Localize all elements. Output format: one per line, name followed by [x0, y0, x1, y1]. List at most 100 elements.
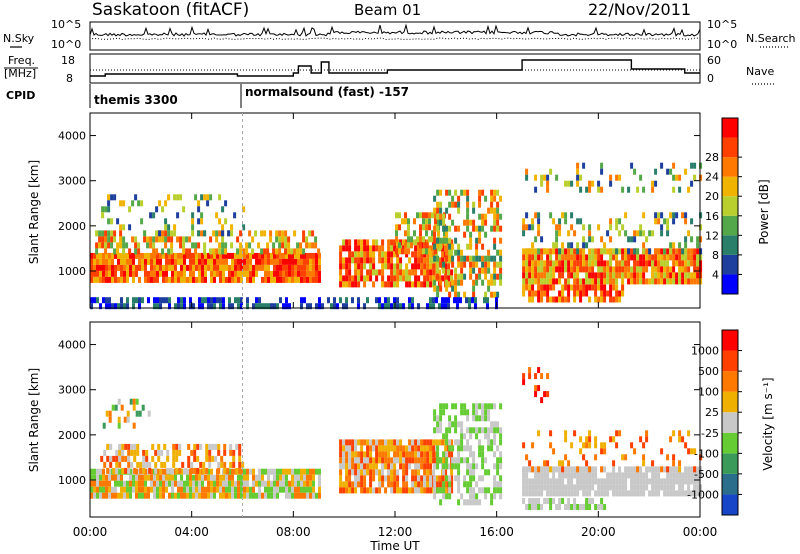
heatmap-cell: [487, 207, 491, 214]
heatmap-cell: [549, 212, 553, 219]
heatmap-cell: [138, 303, 141, 310]
heatmap-cell: [663, 466, 667, 473]
heatmap-cell: [229, 443, 233, 450]
heatmap-cell: [657, 218, 661, 225]
heatmap-cell: [157, 455, 161, 462]
heatmap-cell: [615, 218, 619, 225]
heatmap-cell: [279, 276, 282, 283]
heatmap-cell: [159, 303, 162, 310]
heatmap-cell: [237, 297, 240, 304]
heatmap-cell: [159, 486, 162, 493]
heatmap-cell: [687, 478, 691, 485]
heatmap-cell: [630, 484, 634, 491]
heatmap-cell: [191, 224, 195, 231]
heatmap-cell: [681, 490, 685, 497]
heatmap-cell: [161, 248, 165, 255]
heatmap-cell: [546, 373, 550, 380]
heatmap-cell: [690, 254, 694, 261]
heatmap-cell: [294, 480, 297, 487]
heatmap-cell: [525, 212, 529, 219]
heatmap-cell: [468, 297, 471, 304]
heatmap-cell: [411, 469, 415, 476]
heatmap-cell: [90, 258, 93, 265]
heatmap-cell: [582, 504, 586, 510]
heatmap-cell: [390, 251, 394, 258]
heatmap-cell: [174, 258, 177, 265]
heatmap-cell: [169, 467, 173, 474]
heatmap-cell: [216, 474, 219, 481]
heatmap-cell: [585, 254, 589, 261]
heatmap-cell: [663, 272, 667, 279]
heatmap-cell: [463, 457, 467, 464]
heatmap-cell: [546, 391, 550, 398]
heatmap-cell: [270, 276, 273, 283]
heatmap-cell: [417, 251, 421, 258]
heatmap-cell: [402, 481, 406, 488]
heatmap-cell: [140, 200, 144, 207]
heatmap-cell: [588, 498, 592, 504]
heatmap-cell: [573, 430, 577, 437]
heatmap-cell: [260, 230, 264, 237]
heatmap-cell: [159, 468, 162, 475]
heatmap-cell: [90, 276, 93, 283]
heatmap-cell: [425, 224, 428, 231]
heatmap-cell: [134, 194, 138, 201]
heatmap-cell: [627, 266, 631, 273]
heatmap-cell: [309, 480, 312, 487]
heatmap-cell: [90, 252, 93, 259]
heatmap-cell: [431, 230, 434, 237]
heatmap-cell: [466, 427, 470, 434]
heatmap-cell: [432, 439, 436, 446]
heatmap-cell: [540, 180, 544, 187]
heatmap-cell: [263, 248, 267, 255]
nsky-line: [89, 23, 701, 49]
heatmap-cell: [213, 258, 216, 265]
heatmap-cell: [282, 270, 285, 277]
heatmap-cell: [579, 174, 583, 181]
heatmap-cell: [594, 442, 598, 449]
heatmap-cell: [351, 481, 355, 488]
heatmap-cell: [432, 451, 436, 458]
heatmap-cell: [198, 276, 201, 283]
heatmap-cell: [114, 486, 117, 493]
heatmap-cell: [561, 242, 565, 249]
heatmap-cell: [148, 467, 152, 474]
heatmap-cell: [618, 266, 622, 273]
heatmap-cell: [263, 230, 267, 237]
heatmap-cell: [168, 303, 171, 310]
heatmap-cell: [436, 261, 440, 268]
heatmap-cell: [224, 200, 228, 207]
heatmap-cell: [466, 195, 470, 202]
heatmap-cell: [672, 472, 676, 479]
heatmap-cell: [621, 260, 625, 267]
heatmap-cell: [469, 487, 473, 494]
heatmap-cell: [221, 236, 225, 243]
heatmap-cell: [537, 472, 541, 479]
heatmap-cell: [490, 493, 494, 500]
heatmap-cell: [693, 260, 697, 267]
heatmap-cell: [404, 218, 407, 225]
heatmap-cell: [405, 269, 409, 276]
heatmap-cell: [105, 276, 108, 283]
heatmap-cell: [396, 269, 400, 276]
heatmap-cell: [432, 469, 436, 476]
heatmap-cell: [203, 230, 207, 237]
heatmap-cell: [375, 275, 379, 282]
heatmap-cell: [300, 474, 303, 481]
heatmap-cell: [687, 448, 691, 455]
heatmap-cell: [339, 487, 343, 494]
heatmap-cell: [570, 272, 574, 279]
heatmap-cell: [342, 275, 346, 282]
heatmap-cell: [417, 457, 421, 464]
heatmap-cell: [651, 478, 655, 485]
heatmap-cell: [123, 486, 126, 493]
heatmap-cell: [120, 258, 123, 265]
heatmap-cell: [375, 451, 379, 458]
heatmap-cell: [454, 439, 458, 446]
heatmap-cell: [543, 484, 547, 491]
heatmap-cell: [112, 467, 116, 474]
heatmap-cell: [182, 248, 186, 255]
heatmap-cell: [351, 469, 355, 476]
heatmap-cell: [573, 472, 577, 479]
heatmap-cell: [588, 442, 592, 449]
